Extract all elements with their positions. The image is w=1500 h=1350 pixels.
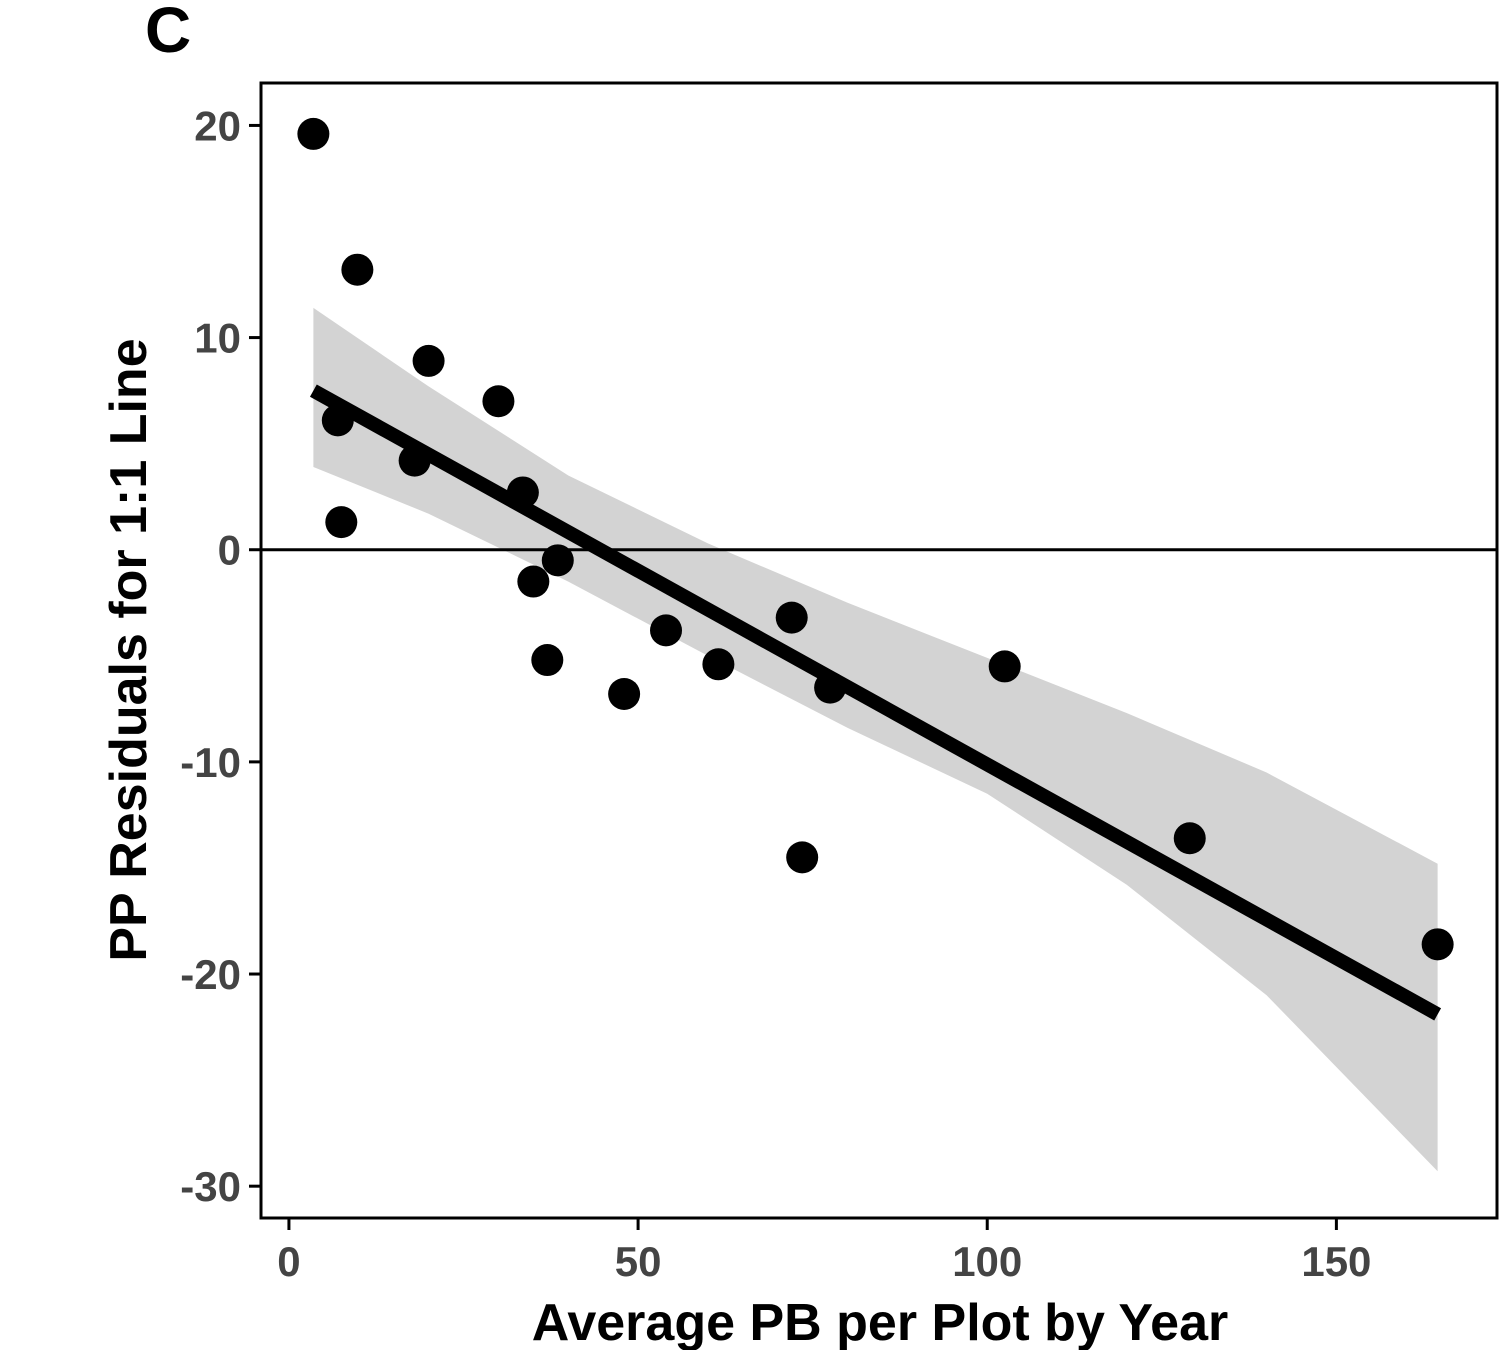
plot-frame-layer (259, 81, 1499, 1220)
x-tick-label: 50 (615, 1238, 662, 1285)
data-point-19 (1173, 822, 1206, 855)
data-point-17 (786, 841, 819, 874)
regression-line (309, 384, 1442, 1021)
confidence-band-layer (313, 307, 1438, 1172)
data-point-6 (398, 444, 431, 477)
y-axis-ticks: 20 10 0 -10 -20 -30 (180, 102, 261, 1210)
y-tick-label: -30 (180, 1163, 241, 1210)
data-point-3 (412, 344, 445, 377)
x-tick-label: 100 (952, 1238, 1022, 1285)
x-axis-title: Average PB per Plot by Year (532, 1294, 1229, 1350)
y-tick-label: 0 (218, 527, 241, 574)
data-point-20 (1421, 928, 1454, 961)
y-axis-title: PP Residuals for 1:1 Line (100, 338, 158, 961)
y-tick-label: -10 (180, 739, 241, 786)
panel-label: C (145, 0, 191, 66)
data-point-18 (988, 650, 1021, 683)
data-point-9 (541, 544, 574, 577)
data-point-15 (775, 601, 808, 634)
data-point-5 (482, 385, 515, 418)
data-point-10 (517, 565, 550, 598)
x-tick-label: 0 (277, 1238, 300, 1285)
data-point-7 (506, 476, 539, 509)
data-point-2 (341, 253, 374, 286)
data-point-11 (531, 644, 564, 677)
data-point-4 (321, 404, 354, 437)
x-axis-ticks: 0 50 100 150 (277, 1218, 1371, 1285)
data-point-12 (608, 677, 641, 710)
data-point-13 (650, 614, 683, 647)
y-tick-label: 20 (194, 102, 241, 149)
data-point-16 (814, 671, 847, 704)
data-point-8 (325, 506, 358, 539)
data-point-1 (297, 117, 330, 150)
x-tick-label: 150 (1301, 1238, 1371, 1285)
fit-line-layer (309, 384, 1442, 1021)
data-point-14 (702, 648, 735, 681)
y-tick-label: 10 (194, 315, 241, 362)
plot-border (259, 81, 1499, 1220)
y-tick-label: -20 (180, 951, 241, 998)
confidence-band (313, 307, 1438, 1172)
points-layer (297, 117, 1454, 961)
